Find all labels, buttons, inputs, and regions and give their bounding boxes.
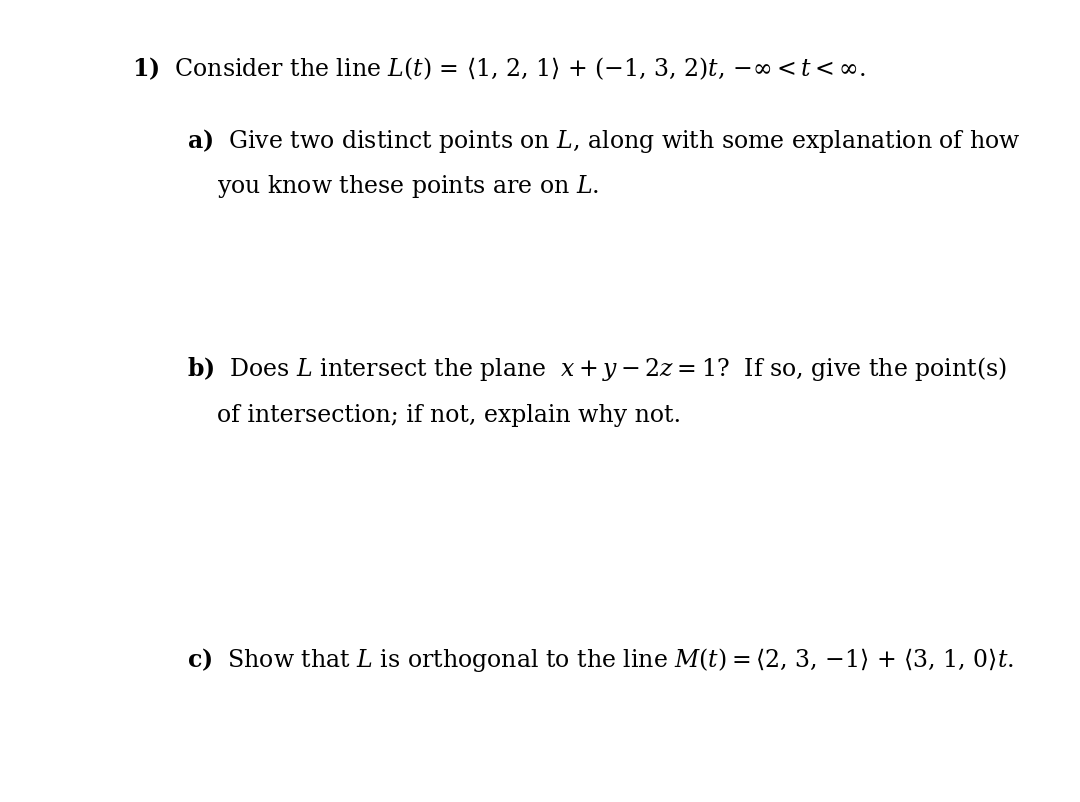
Text: $\bf{1)}$  Consider the line $L(t)$ = $\langle$1, 2, 1$\rangle$ + ($-$1, 3, 2)$t: $\bf{1)}$ Consider the line $L(t)$ = $\l… [132, 55, 866, 82]
Text: $\bf{a)}$  Give two distinct points on $L$, along with some explanation of how: $\bf{a)}$ Give two distinct points on $L… [187, 127, 1021, 154]
Text: you know these points are on $L$.: you know these points are on $L$. [217, 172, 599, 200]
Text: of intersection; if not, explain why not.: of intersection; if not, explain why not… [217, 403, 681, 426]
Text: $\bf{b)}$  Does $L$ intersect the plane  $x + y - 2z = 1$?  If so, give the poin: $\bf{b)}$ Does $L$ intersect the plane $… [187, 355, 1007, 383]
Text: $\bf{c)}$  Show that $L$ is orthogonal to the line $M(t) = \langle$2, 3, $-$1$\r: $\bf{c)}$ Show that $L$ is orthogonal to… [187, 646, 1014, 673]
